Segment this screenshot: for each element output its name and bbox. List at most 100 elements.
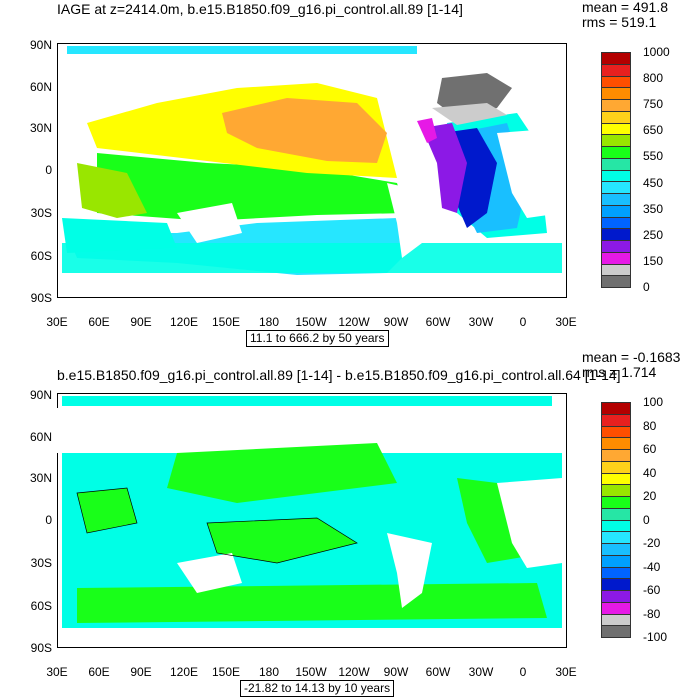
bottom-panel: b.e15.B1850.f09_g16.pi_control.all.89 [1… — [0, 350, 700, 700]
bottom-lon-label: 0 — [519, 665, 527, 679]
top-lon-label: 30W — [468, 315, 494, 329]
top-rms: rms = 519.1 — [582, 14, 657, 30]
top-panel-title: IAGE at z=2414.0m, b.e15.B1850.f09_g16.p… — [57, 1, 463, 17]
top-lat-0: 0 — [45, 163, 52, 177]
top-lon-label: 120E — [169, 315, 199, 329]
top-lon-label: 150W — [295, 315, 327, 329]
colorbar-label: 40 — [643, 465, 657, 480]
bottom-range-box: -21.82 to 14.13 by 10 years — [240, 680, 395, 697]
bottom-green-patch — [167, 443, 397, 503]
colorbar-label: 750 — [643, 97, 664, 112]
bottom-lon-label: 90E — [130, 665, 152, 679]
top-australia — [177, 203, 242, 243]
top-north-atlantic-lightgray — [432, 103, 507, 125]
top-lat-30s: 30S — [30, 206, 52, 220]
bottom-lon-label: 90W — [383, 665, 409, 679]
colorbar-label: -20 — [643, 536, 661, 550]
bottom-green-patch — [77, 583, 547, 623]
colorbar-swatch — [601, 625, 631, 638]
top-panel: IAGE at z=2414.0m, b.e15.B1850.f09_g16.p… — [29, 0, 670, 347]
top-lon-label: 150E — [211, 315, 241, 329]
top-lon-label: 90E — [130, 315, 152, 329]
bottom-lon-label: 150W — [295, 665, 327, 679]
top-indian-green — [77, 163, 147, 218]
colorbar-label: -80 — [643, 606, 661, 621]
colorbar-label: 450 — [643, 175, 664, 190]
bottom-africa — [497, 478, 562, 568]
colorbar-label: 0 — [643, 512, 650, 527]
colorbar-label: 650 — [643, 123, 664, 138]
top-lon-label: 90W — [383, 315, 409, 329]
colorbar-label: 1000 — [643, 45, 670, 59]
top-pacific-orange — [222, 98, 387, 163]
bottom-arctic — [62, 396, 552, 406]
bottom-panel-stats: mean = -0.1683 rms = 1.714 — [582, 350, 680, 380]
colorbar-label: 100 — [643, 395, 664, 409]
top-lat-60s: 60S — [30, 249, 52, 263]
bottom-lat-30s: 30S — [30, 556, 52, 570]
colorbar-label: 550 — [643, 149, 664, 164]
bottom-lat-30n: 30N — [29, 471, 52, 485]
bottom-colorbar: 100 80 60 40 20 0 -20 -40 -60 -80 -100 — [601, 395, 667, 644]
bottom-lon-label: 60E — [88, 665, 110, 679]
colorbar-label: -100 — [643, 630, 668, 644]
bottom-lon-label: 120E — [169, 665, 199, 679]
bottom-rms: rms = 1.714 — [582, 364, 657, 380]
top-lon-label: 120W — [338, 315, 370, 329]
bottom-north-land — [57, 408, 562, 453]
bottom-lat-90n: 90N — [29, 388, 52, 402]
colorbar-label: -40 — [643, 559, 661, 574]
top-map — [62, 46, 562, 275]
top-panel-stats: mean = 491.8 rms = 519.1 — [582, 0, 668, 30]
top-lon-label: 30E — [555, 315, 577, 329]
bottom-panel-title: b.e15.B1850.f09_g16.pi_control.all.89 [1… — [57, 367, 621, 383]
bottom-lon-label: 120W — [338, 665, 370, 679]
colorbar-label: -60 — [643, 583, 661, 597]
colorbar-label: 150 — [643, 253, 664, 268]
top-arctic — [67, 46, 417, 54]
bottom-green-patch — [207, 518, 357, 563]
top-lat-60n: 60N — [29, 80, 52, 94]
bottom-lon-label: 30E — [46, 665, 68, 679]
colorbar-label: 0 — [643, 280, 650, 294]
top-range-box: 11.1 to 666.2 by 50 years — [246, 330, 389, 347]
bottom-lon-label: 180 — [258, 665, 280, 679]
top-lon-label: 60W — [425, 315, 451, 329]
top-southern — [62, 243, 562, 273]
colorbar-label: 350 — [643, 201, 664, 216]
colorbar-label: 60 — [643, 442, 657, 456]
top-colorbar: 1000 800 750 650 550 450 350 250 150 0 — [601, 45, 670, 294]
top-pacific-green — [97, 153, 407, 221]
colorbar-swatch — [601, 275, 631, 288]
bottom-lat-60s: 60S — [30, 599, 52, 613]
bottom-lat-90s: 90S — [30, 641, 52, 655]
top-atlantic-purple — [422, 123, 467, 213]
top-lon-label: 180 — [258, 315, 280, 329]
top-lat-90s: 90S — [30, 291, 52, 305]
top-lon-label: 0 — [519, 315, 527, 329]
colorbar-label: 800 — [643, 71, 664, 86]
bottom-mean: mean = -0.1683 — [582, 349, 681, 365]
top-south-america — [387, 183, 432, 258]
top-mean: mean = 491.8 — [582, 0, 669, 15]
colorbar-label: 20 — [643, 489, 657, 503]
bottom-lat-0: 0 — [45, 513, 52, 527]
colorbar-label: 250 — [643, 227, 664, 242]
bottom-map — [57, 396, 562, 628]
colorbar-label: 80 — [643, 418, 657, 433]
top-africa — [497, 128, 562, 218]
bottom-green-patch — [77, 488, 137, 533]
bottom-lon-label: 30W — [468, 665, 494, 679]
bottom-contour — [76, 487, 358, 564]
bottom-south-america — [387, 533, 432, 608]
bottom-lon-label: 60W — [425, 665, 451, 679]
bottom-lon-label: 30E — [555, 665, 577, 679]
top-atlantic-magenta — [417, 118, 437, 143]
top-lat-30n: 30N — [29, 121, 52, 135]
bottom-lat-60n: 60N — [29, 430, 52, 444]
top-lon-label: 30E — [46, 315, 68, 329]
bottom-lon-label: 150E — [211, 665, 241, 679]
top-lon-label: 60E — [88, 315, 110, 329]
bottom-australia — [177, 553, 242, 593]
top-lat-90n: 90N — [29, 38, 52, 52]
